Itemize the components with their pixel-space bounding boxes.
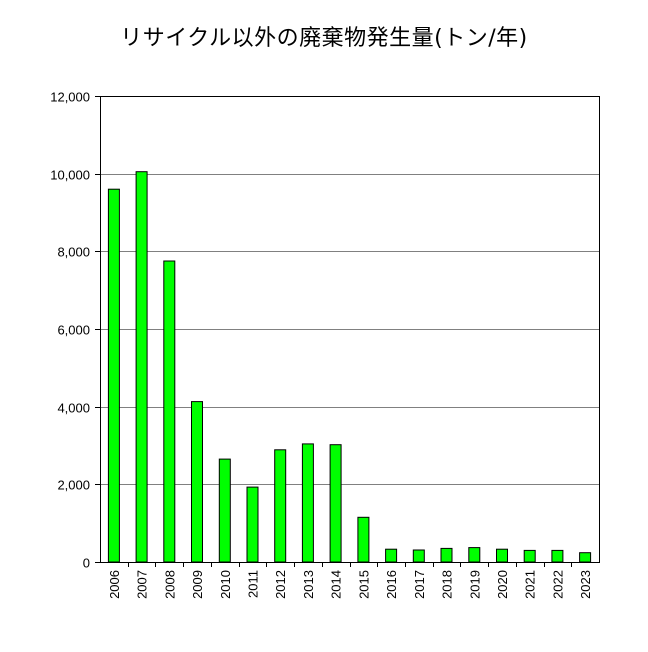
x-tick-labels: 2006 2007 2008 2009 2010 2011 2012 2013 2014 2015…: [107, 570, 593, 599]
x-tick-label: 2013: [301, 570, 316, 599]
bar-2016: [385, 548, 398, 563]
bar-2020: [496, 548, 508, 563]
bar-2013: [301, 443, 314, 563]
bar-2009: [191, 401, 203, 563]
bar-2022: [551, 549, 564, 563]
bar-2023: [579, 552, 592, 563]
y-tick-label: 8,000: [57, 245, 90, 260]
x-tick-label: 2021: [523, 570, 538, 599]
bar-2021: [523, 549, 536, 563]
x-tick-label: 2011: [245, 570, 260, 598]
bar-2011: [246, 486, 259, 563]
bar-2006: [107, 188, 120, 563]
bar-2014: [329, 444, 342, 563]
x-tick-label: 2006: [107, 570, 122, 599]
x-tick-label: 2016: [384, 570, 399, 599]
bar-layer: [107, 171, 592, 563]
y-tick-label: 12,000: [50, 90, 90, 105]
bar-2018: [440, 547, 453, 563]
chart-title: リサイクル以外の廃棄物発生量(トン/年): [120, 26, 528, 51]
bar-2007: [135, 171, 148, 563]
x-tick-label: 2008: [162, 570, 177, 599]
bar-2010: [218, 458, 231, 563]
x-tick-label: 2019: [467, 570, 482, 599]
y-tick-label: 4,000: [57, 401, 90, 416]
y-tick-label: 6,000: [57, 323, 90, 338]
y-tick-labels: 0 2,000 4,000 6,000 8,000 10,000 12,000: [50, 90, 90, 571]
bar-2008: [163, 260, 176, 563]
x-tick-label: 2009: [190, 570, 205, 599]
x-tick-label: 2023: [578, 570, 593, 599]
bar-2019: [468, 547, 481, 563]
x-tick-label: 2018: [440, 570, 455, 599]
x-tick-label: 2012: [273, 570, 288, 599]
x-tick-label: 2007: [135, 570, 150, 599]
y-tick-label: 0: [83, 556, 90, 571]
x-tick-label: 2010: [218, 570, 233, 599]
x-tick-label: 2020: [495, 570, 510, 599]
y-tick-label: 2,000: [57, 478, 90, 493]
y-tick-label: 10,000: [50, 168, 90, 183]
axis-layer: [95, 96, 600, 567]
x-tick-label: 2014: [329, 570, 344, 599]
bar-2015: [357, 516, 370, 563]
x-tick-label: 2017: [412, 570, 427, 599]
x-tick-label: 2022: [550, 570, 565, 599]
x-tick-label: 2015: [356, 570, 371, 599]
bar-2012: [274, 449, 287, 563]
bar-2017: [412, 549, 425, 563]
